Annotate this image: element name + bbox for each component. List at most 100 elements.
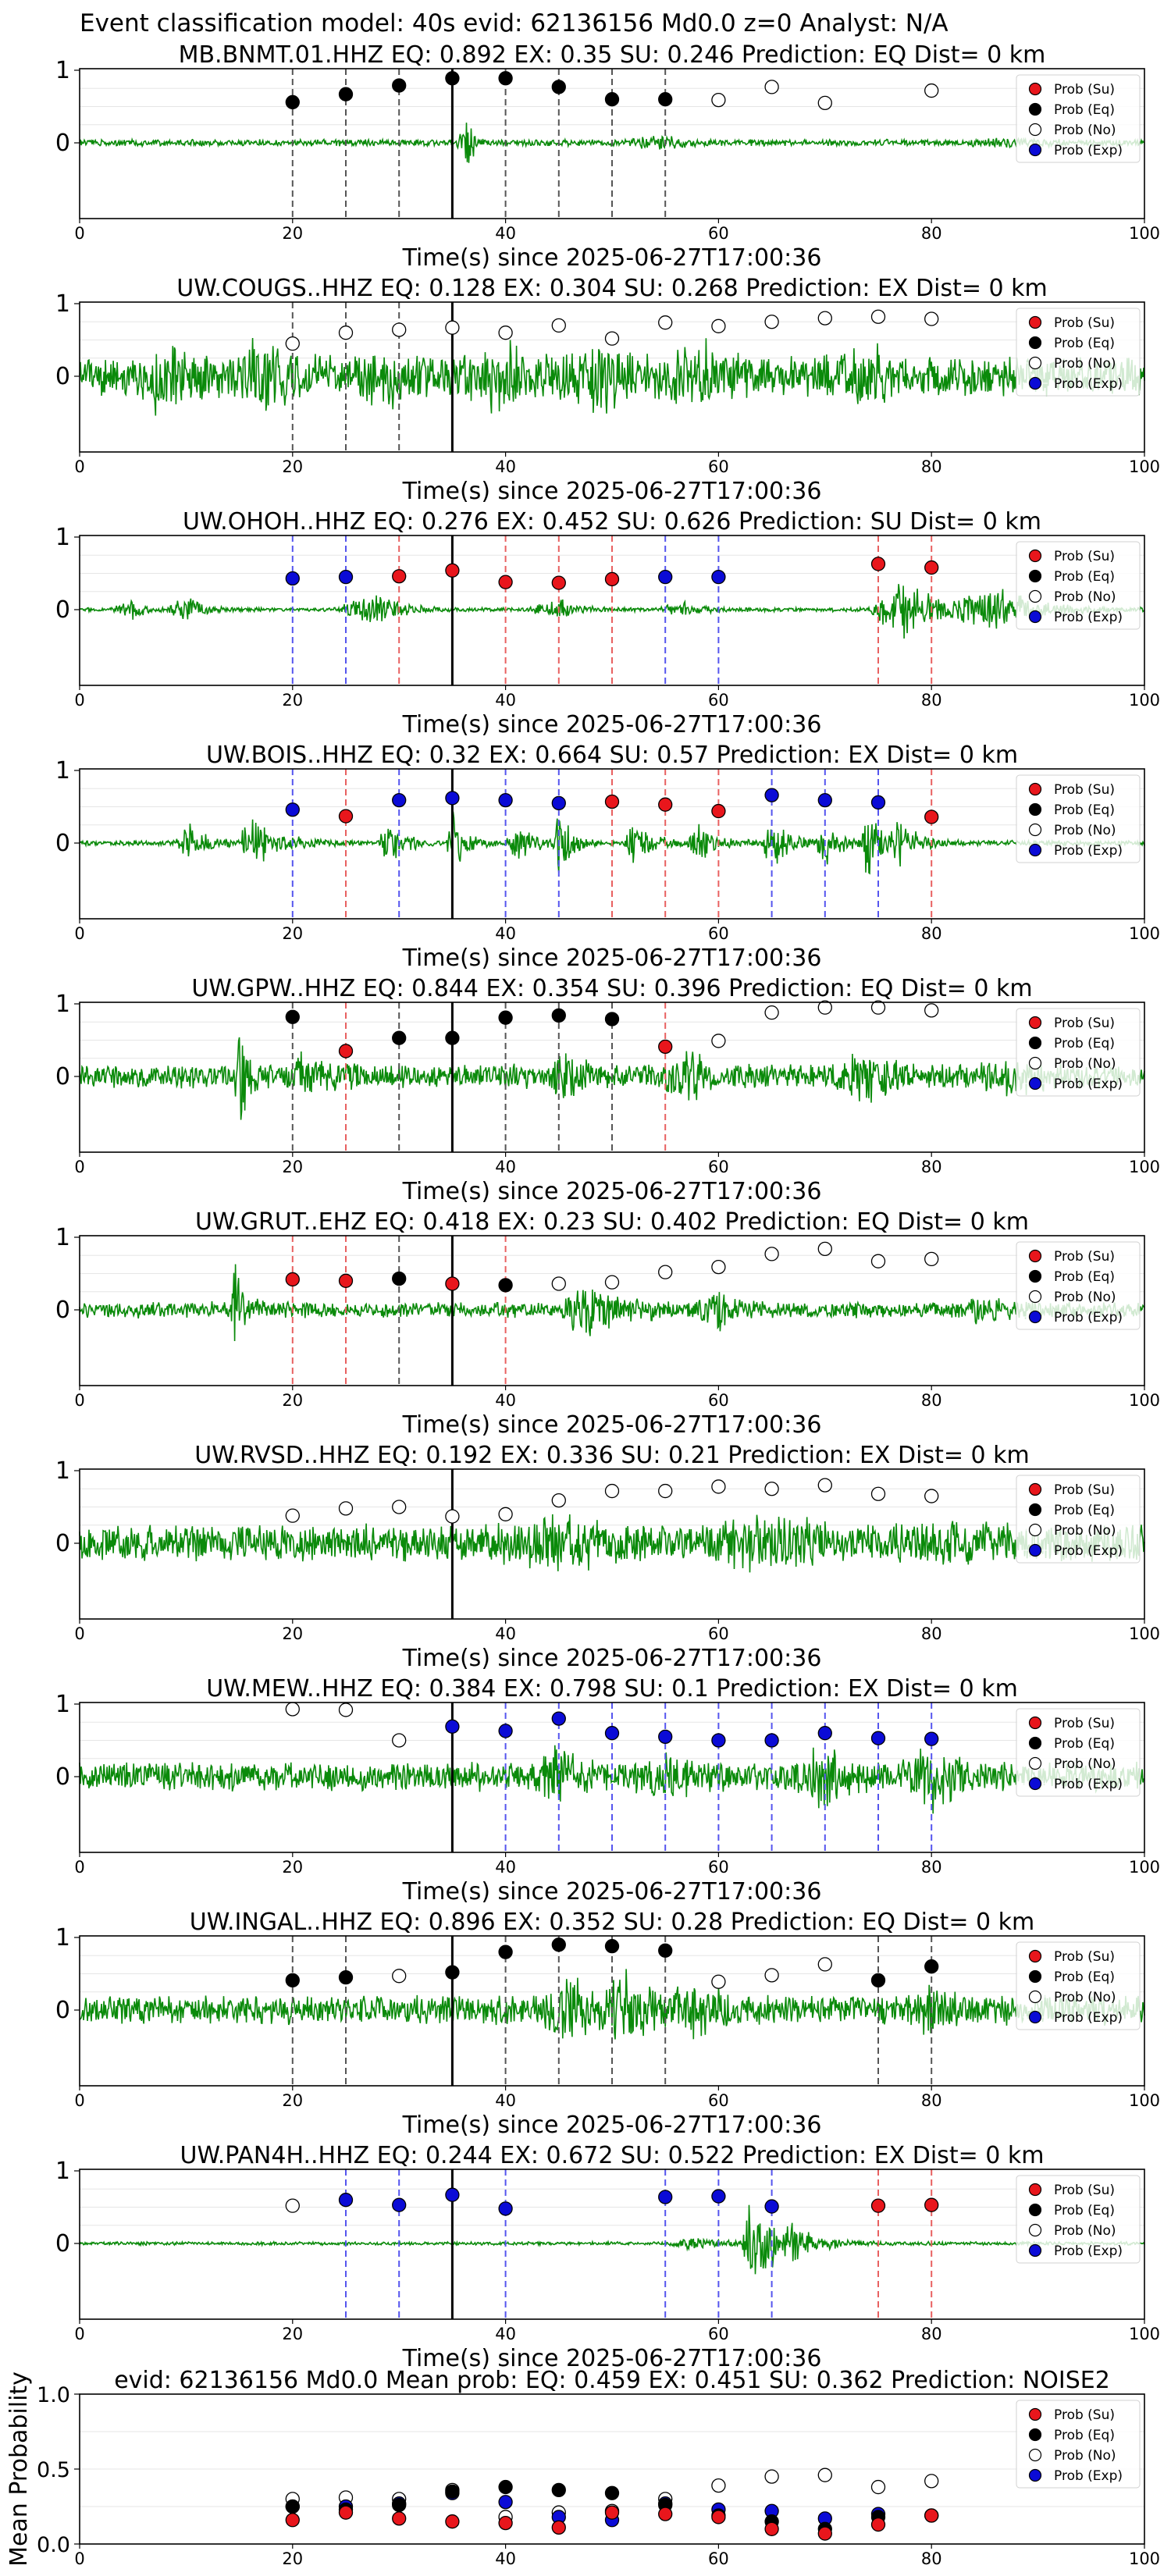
legend-marker	[1028, 1543, 1042, 1557]
prob-point	[498, 1010, 513, 1025]
legend-marker	[1028, 610, 1042, 624]
prob-point	[711, 1034, 726, 1048]
x-tick-label: 20	[282, 1858, 303, 1877]
legend-marker	[1028, 143, 1042, 157]
legend-label: Prob (Su)	[1054, 2183, 1115, 2198]
legend-label: Prob (No)	[1054, 1756, 1116, 1772]
prob-point	[817, 2526, 832, 2541]
legend-box	[1016, 1941, 1141, 2030]
x-tick-label: 100	[1129, 224, 1160, 243]
prob-point	[658, 1943, 673, 1958]
panels-container: MB.BNMT.01.HHZ EQ: 0.892 EX: 0.35 SU: 0.…	[5, 41, 1160, 2568]
axes-frame	[79, 1468, 1145, 1620]
legend-marker	[1028, 2203, 1042, 2217]
prob-point	[817, 792, 832, 808]
prob-point	[551, 1711, 566, 1726]
panel-5: UW.GRUT..EHZ EQ: 0.418 EX: 0.23 SU: 0.40…	[55, 1208, 1160, 1439]
axes-frame	[79, 301, 1145, 453]
x-tick-label: 80	[921, 224, 942, 243]
legend-label: Prob (Exp)	[1054, 2010, 1123, 2026]
prob-point	[658, 1483, 673, 1499]
prob-point	[445, 563, 460, 578]
waveform-trace	[79, 337, 1145, 416]
x-tick-label: 80	[921, 924, 942, 943]
legend-label: Prob (No)	[1054, 1523, 1116, 1539]
y-tick-label: 1	[55, 1924, 70, 1952]
legend-marker	[1028, 1310, 1042, 1324]
y-tick-label: 0.0	[37, 2533, 70, 2557]
prob-point	[445, 2187, 460, 2202]
prob-point	[392, 1733, 407, 1748]
prob-point	[604, 1275, 620, 1290]
y-tick-label: 1	[55, 1224, 70, 1251]
x-tick-label: 20	[282, 1158, 303, 1176]
legend-marker	[1028, 1756, 1042, 1770]
panel-1: UW.COUGS..HHZ EQ: 0.128 EX: 0.304 SU: 0.…	[55, 275, 1160, 505]
prob-point	[604, 331, 620, 346]
legend-marker	[1028, 589, 1042, 603]
x-tick-label: 80	[921, 1391, 942, 1410]
waveform-trace	[79, 1037, 1145, 1120]
y-tick-label: 1	[55, 524, 70, 551]
prob-point	[711, 803, 726, 819]
legend-label: Prob (Eq)	[1054, 1036, 1115, 1051]
prob-point	[711, 92, 726, 108]
legend-marker	[1028, 569, 1042, 583]
legend-label: Prob (Eq)	[1054, 1736, 1115, 1752]
x-tick-label: 40	[495, 457, 516, 476]
x-tick-label: 80	[921, 457, 942, 476]
prob-point	[764, 1005, 779, 1020]
waveform-trace	[79, 1745, 1145, 1814]
legend-marker	[1028, 2243, 1042, 2258]
prob-point	[551, 318, 566, 333]
x-tick-label: 40	[495, 924, 516, 943]
legend-box	[1016, 1008, 1141, 1097]
prob-point	[870, 795, 886, 810]
axes-frame	[79, 535, 1145, 686]
prob-point	[658, 92, 673, 107]
y-tick-label: 1	[55, 757, 70, 785]
prob-point	[924, 83, 939, 98]
prob-point	[338, 2505, 354, 2520]
x-axis-label: Time(s) since 2025-06-27T17:00:36	[402, 478, 822, 505]
prob-point	[764, 1733, 779, 1748]
x-tick-label: 60	[708, 691, 729, 710]
legend-label: Prob (Eq)	[1054, 802, 1115, 818]
prob-point	[764, 1482, 779, 1496]
prob-point	[658, 1729, 673, 1745]
x-tick-label: 100	[1129, 2325, 1160, 2343]
axes-frame	[79, 1235, 1145, 1386]
waveform-trace	[79, 1969, 1145, 2040]
prob-point	[498, 575, 513, 589]
x-tick-label: 100	[1129, 2091, 1160, 2110]
x-tick-label: 100	[1129, 1858, 1160, 1877]
legend-label: Prob (Eq)	[1054, 1503, 1115, 1518]
prob-point	[711, 1259, 726, 1275]
x-tick-label: 80	[921, 691, 942, 710]
prob-point	[711, 1479, 726, 1494]
prob-point	[817, 2467, 832, 2482]
prob-point	[658, 570, 673, 585]
x-tick-label: 100	[1129, 1391, 1160, 1410]
panel-title: UW.GRUT..EHZ EQ: 0.418 EX: 0.23 SU: 0.40…	[195, 1208, 1029, 1236]
legend-marker	[1028, 823, 1042, 837]
prob-point	[445, 1965, 460, 1980]
legend-box	[1016, 74, 1141, 163]
prob-point	[764, 2521, 779, 2536]
legend-box	[1016, 1708, 1141, 1797]
x-tick-label: 100	[1129, 1624, 1160, 1643]
prob-point	[604, 794, 620, 809]
legend-marker	[1028, 2223, 1042, 2237]
legend-label: Prob (Su)	[1054, 1716, 1115, 1731]
prob-point	[445, 1509, 460, 1524]
prob-point	[285, 2198, 300, 2213]
x-tick-label: 100	[1129, 691, 1160, 710]
prob-point	[604, 1483, 620, 1499]
legend-label: Prob (Su)	[1054, 315, 1115, 331]
legend-label: Prob (Eq)	[1054, 1969, 1115, 1985]
x-tick-label: 0	[74, 457, 84, 476]
legend-marker	[1028, 1016, 1042, 1030]
axes-frame	[79, 2169, 1145, 2320]
prob-point	[604, 2485, 620, 2500]
y-tick-label: 0	[55, 1063, 70, 1091]
